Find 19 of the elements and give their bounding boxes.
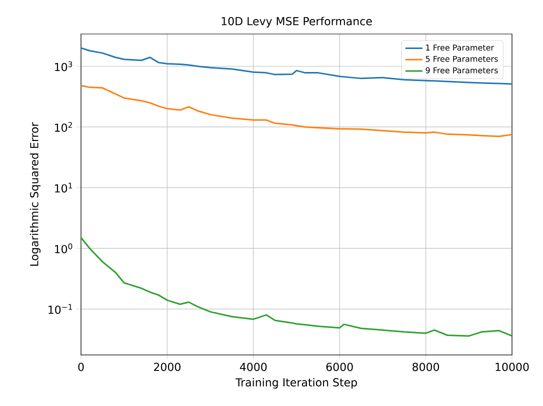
y-tick-label: 10$^{1}$ [55, 182, 72, 193]
x-tick-label: 10000 [496, 362, 529, 372]
y-tick-label: 10$^{−1}$ [48, 304, 72, 314]
x-axis-title: Training Iteration Step [235, 378, 357, 389]
y-tick-label: 10$^{2}$ [55, 122, 72, 132]
chart-title: 10D Levy MSE Performance [222, 16, 372, 28]
y-tick-label: 10$^{0}$ [55, 243, 72, 254]
x-tick-label: 6000 [326, 362, 353, 372]
x-tick-label: 2000 [154, 362, 180, 372]
line-series [81, 84, 512, 138]
legend-label: 5 Free Parameters [426, 56, 498, 62]
legend-label: 9 Free Parameters [426, 67, 498, 74]
x-tick-label: 4000 [240, 362, 267, 372]
y-tick-label: 10$^{3}$ [55, 61, 72, 72]
line-series [81, 236, 512, 337]
legend-label: 1 Free Parameter [426, 44, 494, 51]
y-axis-title: Logarithmic Squared Error [30, 122, 40, 266]
x-tick-label: 0 [78, 362, 84, 372]
x-tick-label: 8000 [412, 362, 440, 372]
